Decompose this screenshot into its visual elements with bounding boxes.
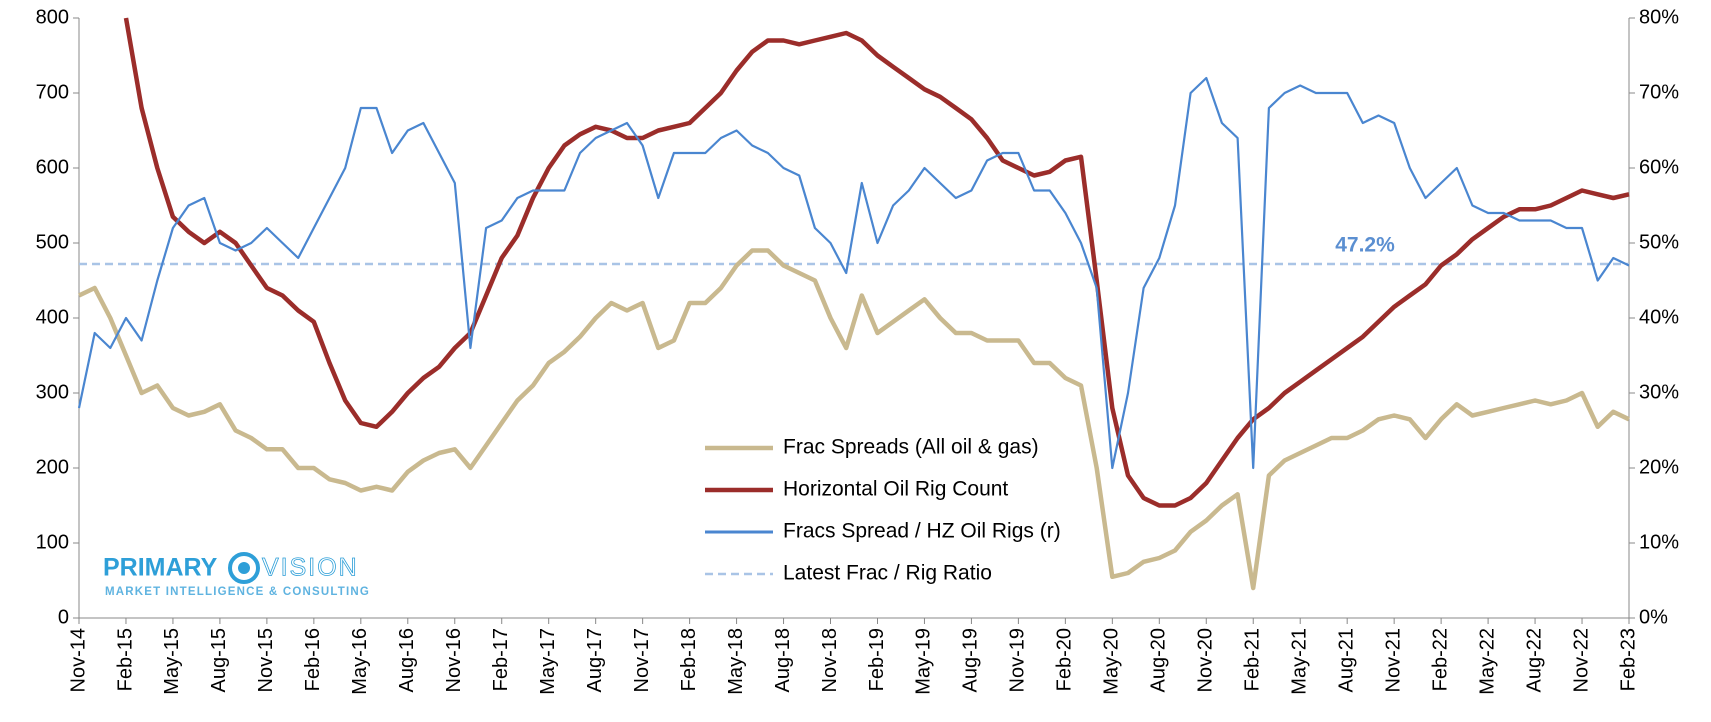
legend-label: Fracs Spread / HZ Oil Rigs (r) bbox=[783, 520, 1061, 543]
y-tick-label: 100 bbox=[36, 531, 69, 553]
logo-tagline: MARKET INTELLIGENCE & CONSULTING bbox=[105, 586, 370, 598]
series-line bbox=[77, 76, 1630, 470]
x-tick-label: Nov-20 bbox=[1195, 628, 1217, 692]
x-tick-label: Feb-19 bbox=[866, 628, 888, 691]
x-tick-label: May-21 bbox=[1288, 628, 1310, 695]
legend-label: Frac Spreads (All oil & gas) bbox=[783, 436, 1039, 459]
x-tick-label: Aug-17 bbox=[584, 628, 606, 693]
y2-tick-label: 60% bbox=[1639, 156, 1679, 178]
x-tick-label: Aug-18 bbox=[772, 628, 794, 693]
y-tick-label: 700 bbox=[36, 81, 69, 103]
x-tick-label: May-16 bbox=[349, 628, 371, 695]
y2-tick-label: 70% bbox=[1639, 81, 1679, 103]
x-tick-label: May-17 bbox=[537, 628, 559, 695]
x-tick-label: Aug-16 bbox=[396, 628, 418, 693]
x-tick-label: Nov-22 bbox=[1570, 628, 1592, 692]
y2-tick-label: 40% bbox=[1639, 306, 1679, 328]
x-tick-label: Nov-15 bbox=[255, 628, 277, 692]
y2-tick-label: 10% bbox=[1639, 531, 1679, 553]
x-tick-label: Aug-22 bbox=[1523, 628, 1545, 693]
x-tick-label: May-19 bbox=[913, 628, 935, 695]
x-tick-label: Nov-19 bbox=[1007, 628, 1029, 692]
y2-tick-label: 0% bbox=[1639, 606, 1668, 628]
y-tick-label: 600 bbox=[36, 156, 69, 178]
x-tick-label: Nov-17 bbox=[631, 628, 653, 692]
x-tick-label: Aug-19 bbox=[960, 628, 982, 693]
y-tick-label: 500 bbox=[36, 231, 69, 253]
logo-icon bbox=[238, 562, 250, 574]
legend-label: Latest Frac / Rig Ratio bbox=[783, 562, 992, 585]
x-tick-label: Nov-18 bbox=[819, 628, 841, 692]
y2-tick-label: 20% bbox=[1639, 456, 1679, 478]
x-tick-label: Aug-21 bbox=[1335, 628, 1357, 693]
x-tick-label: Feb-18 bbox=[678, 628, 700, 691]
legend: Frac Spreads (All oil & gas) Horizontal O… bbox=[705, 436, 1061, 585]
y-tick-label: 0 bbox=[58, 606, 69, 628]
logo-icon bbox=[228, 552, 260, 584]
y2-tick-label: 30% bbox=[1639, 381, 1679, 403]
y-tick-label: 400 bbox=[36, 306, 69, 328]
y-tick-label: 300 bbox=[36, 381, 69, 403]
x-tick-label: Nov-21 bbox=[1382, 628, 1404, 692]
series-line bbox=[123, 17, 1630, 508]
x-tick-label: May-20 bbox=[1101, 628, 1123, 695]
x-tick-label: Feb-21 bbox=[1242, 628, 1264, 691]
x-tick-label: Aug-20 bbox=[1148, 628, 1170, 693]
y-tick-label: 800 bbox=[36, 6, 69, 28]
reference-label: 47.2% bbox=[1335, 234, 1395, 257]
x-tick-label: Feb-23 bbox=[1617, 628, 1639, 691]
legend-label: Horizontal Oil Rig Count bbox=[783, 478, 1008, 501]
x-tick-label: Nov-16 bbox=[443, 628, 465, 692]
x-tick-label: Aug-15 bbox=[208, 628, 230, 693]
logo: PRIMARY VISION MARKET INTELLIGENCE & CON… bbox=[103, 552, 370, 598]
x-tick-label: May-18 bbox=[725, 628, 747, 695]
y2-tick-label: 80% bbox=[1639, 6, 1679, 28]
x-tick-label: Feb-15 bbox=[114, 628, 136, 691]
x-tick-label: Feb-20 bbox=[1054, 628, 1076, 691]
logo-name: PRIMARY bbox=[103, 554, 218, 582]
x-tick-label: Feb-17 bbox=[490, 628, 512, 691]
series-line bbox=[78, 248, 1630, 591]
x-tick-label: Feb-22 bbox=[1429, 628, 1451, 691]
x-tick-label: May-15 bbox=[161, 628, 183, 695]
logo-name: VISION bbox=[262, 554, 359, 582]
y-tick-label: 200 bbox=[36, 456, 69, 478]
x-tick-label: Nov-14 bbox=[67, 628, 89, 692]
x-tick-label: Feb-16 bbox=[302, 628, 324, 691]
y2-tick-label: 50% bbox=[1639, 231, 1679, 253]
x-tick-label: May-22 bbox=[1476, 628, 1498, 695]
